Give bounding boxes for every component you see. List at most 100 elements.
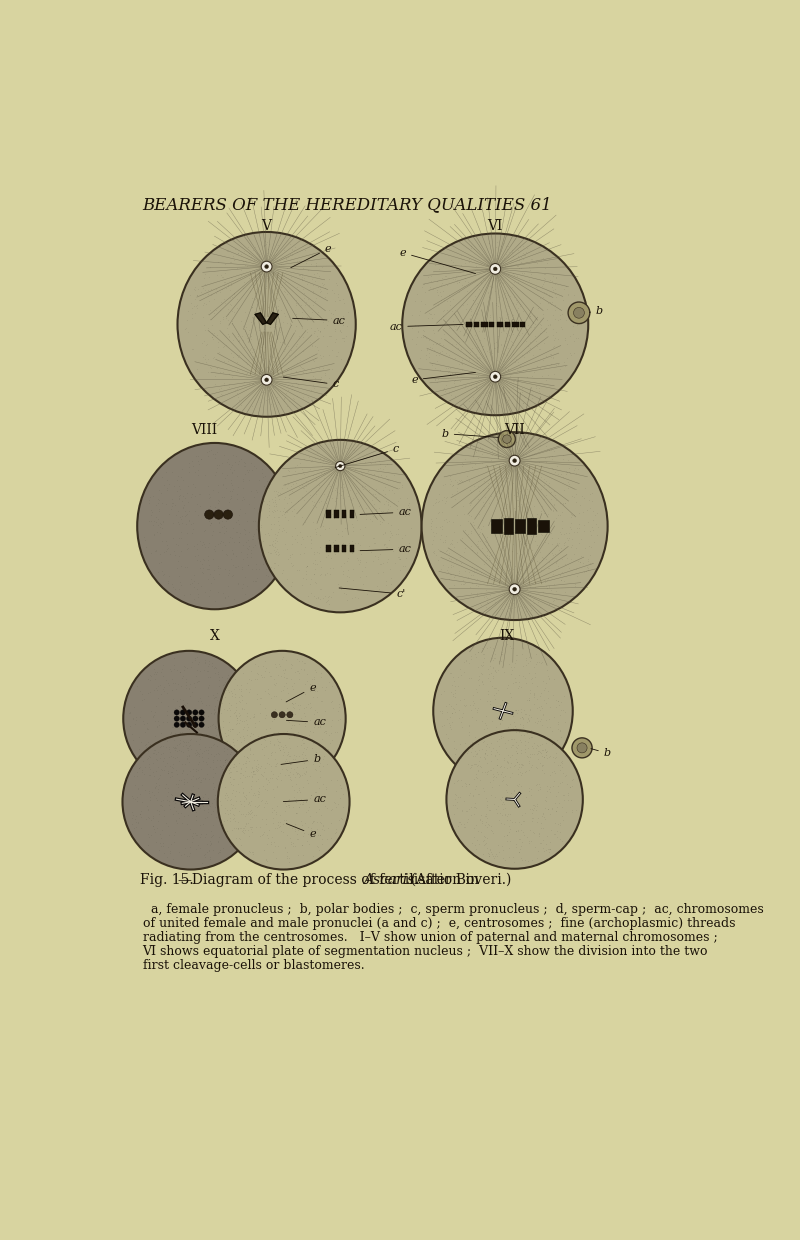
Point: [193, 454, 206, 474]
Point: [466, 458, 478, 477]
Point: [495, 489, 508, 508]
Point: [242, 766, 255, 786]
Point: [551, 691, 564, 711]
Point: [377, 525, 390, 544]
Circle shape: [214, 510, 223, 520]
Point: [300, 697, 313, 717]
Point: [218, 467, 231, 487]
Point: [215, 268, 228, 288]
Point: [244, 547, 257, 567]
Point: [287, 698, 300, 718]
Point: [268, 676, 281, 696]
Point: [199, 320, 212, 340]
Point: [530, 653, 542, 673]
Point: [305, 379, 318, 399]
Point: [271, 735, 284, 755]
Point: [208, 687, 221, 707]
Point: [221, 821, 234, 841]
Point: [230, 701, 242, 720]
Point: [250, 554, 262, 574]
Point: [162, 777, 174, 797]
Point: [294, 694, 306, 714]
Point: [514, 714, 526, 734]
Point: [562, 782, 574, 802]
Point: [550, 801, 562, 821]
Point: [540, 742, 553, 761]
Point: [522, 754, 535, 774]
Point: [391, 547, 404, 567]
Point: [332, 523, 345, 543]
Point: [477, 652, 490, 672]
Point: [283, 312, 296, 332]
Point: [217, 532, 230, 552]
Point: [349, 459, 362, 479]
Point: [270, 657, 282, 677]
Point: [490, 755, 503, 775]
Point: [416, 327, 429, 347]
Point: [222, 373, 235, 393]
Text: e: e: [291, 244, 331, 268]
Point: [210, 503, 222, 523]
Point: [173, 547, 186, 567]
Point: [530, 708, 543, 728]
Point: [290, 746, 303, 766]
Point: [302, 289, 314, 309]
Point: [224, 275, 237, 295]
Point: [240, 538, 253, 558]
Point: [199, 792, 212, 812]
Point: [264, 244, 277, 264]
Point: [150, 496, 162, 516]
Point: [542, 552, 555, 572]
Point: [484, 671, 497, 691]
Point: [508, 598, 521, 618]
Point: [538, 748, 550, 768]
Point: [318, 463, 330, 482]
Point: [490, 350, 503, 370]
Point: [189, 477, 202, 497]
Point: [508, 265, 521, 285]
Point: [170, 534, 182, 554]
Point: [252, 769, 265, 789]
Point: [526, 808, 538, 828]
Point: [139, 780, 152, 800]
Point: [501, 810, 514, 830]
Point: [506, 242, 519, 262]
Point: [280, 760, 293, 780]
Point: [212, 801, 225, 821]
Point: [484, 275, 497, 295]
Point: [488, 556, 501, 575]
Point: [202, 537, 214, 557]
Point: [318, 796, 331, 816]
Point: [547, 590, 560, 610]
Point: [230, 818, 243, 838]
Point: [340, 326, 353, 346]
Point: [257, 531, 270, 551]
Point: [319, 494, 332, 513]
Point: [314, 278, 326, 298]
Point: [255, 264, 268, 284]
Point: [538, 268, 550, 288]
Point: [540, 578, 553, 598]
Point: [253, 796, 266, 816]
Point: [470, 769, 483, 789]
Point: [169, 717, 182, 737]
Point: [252, 712, 265, 732]
Point: [278, 366, 291, 386]
Point: [254, 758, 266, 777]
Point: [323, 558, 336, 578]
Point: [522, 706, 535, 725]
Point: [302, 774, 314, 794]
Point: [556, 502, 569, 522]
Point: [546, 763, 559, 782]
Point: [236, 698, 249, 718]
Point: [324, 476, 337, 496]
Point: [253, 255, 266, 275]
Point: [434, 529, 446, 549]
Point: [571, 459, 584, 479]
Point: [192, 744, 205, 764]
Point: [226, 719, 238, 739]
Point: [306, 366, 319, 386]
Point: [454, 748, 467, 768]
Point: [283, 315, 296, 335]
Point: [498, 733, 511, 753]
